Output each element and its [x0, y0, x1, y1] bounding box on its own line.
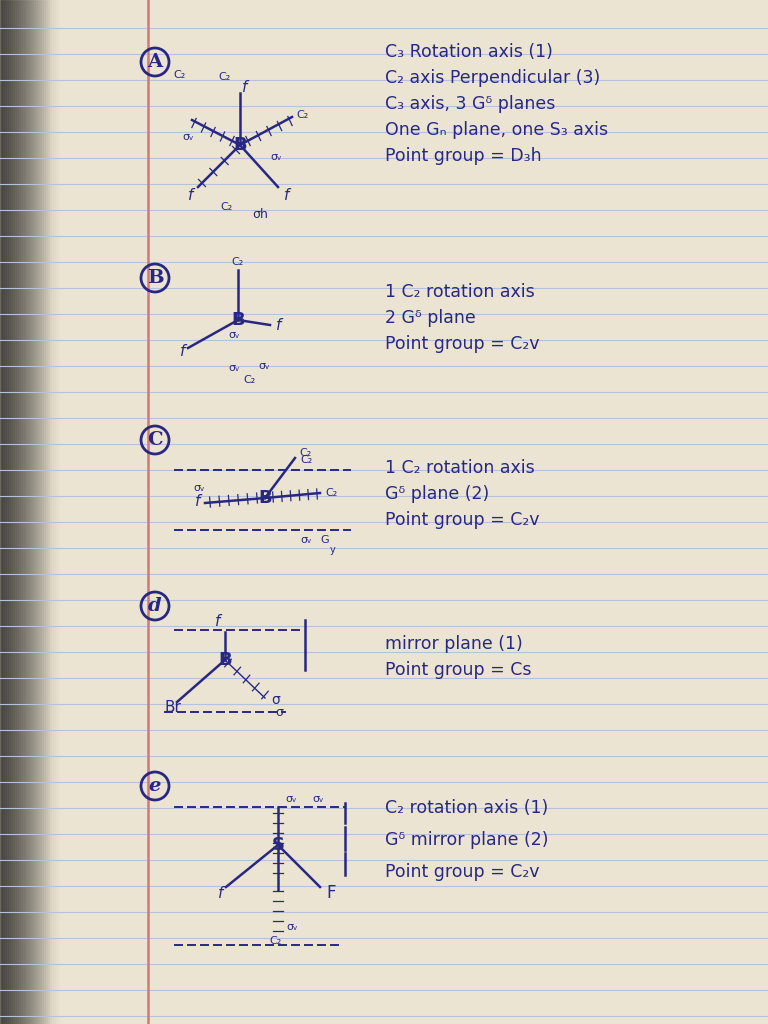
Bar — [14, 0, 16, 1024]
Bar — [24, 0, 26, 1024]
Text: σᵥ: σᵥ — [286, 922, 298, 932]
Text: C₂: C₂ — [296, 110, 308, 120]
Text: C₂: C₂ — [173, 70, 185, 80]
Bar — [32, 0, 34, 1024]
Text: B: B — [258, 489, 272, 507]
Text: y: y — [330, 545, 336, 555]
Bar — [2, 0, 4, 1024]
Text: f: f — [218, 886, 223, 900]
Text: σᵥ: σᵥ — [228, 330, 240, 340]
Text: C₂: C₂ — [243, 375, 255, 385]
Text: σ: σ — [275, 706, 283, 719]
Bar — [48, 0, 50, 1024]
Bar — [46, 0, 48, 1024]
Text: One Gₙ plane, one S₃ axis: One Gₙ plane, one S₃ axis — [385, 121, 608, 139]
Bar — [38, 0, 40, 1024]
Text: e: e — [149, 777, 161, 795]
Text: f: f — [188, 187, 194, 203]
Text: Point group = C₂v: Point group = C₂v — [385, 511, 539, 529]
Text: Point group = Cs: Point group = Cs — [385, 662, 531, 679]
Text: C₂ axis Perpendicular (3): C₂ axis Perpendicular (3) — [385, 69, 601, 87]
Text: B: B — [233, 136, 247, 154]
Text: Point group = C₂v: Point group = C₂v — [385, 863, 539, 881]
Bar — [34, 0, 36, 1024]
Text: C₃ axis, 3 Gᵟ planes: C₃ axis, 3 Gᵟ planes — [385, 95, 555, 113]
Text: σh: σh — [252, 209, 268, 221]
Bar — [40, 0, 42, 1024]
Text: C₂: C₂ — [299, 449, 311, 458]
Bar — [10, 0, 12, 1024]
Text: f: f — [242, 80, 247, 94]
Bar — [42, 0, 44, 1024]
Bar — [30, 0, 32, 1024]
Text: S: S — [272, 836, 284, 854]
Text: C: C — [147, 431, 163, 449]
Text: B: B — [147, 269, 164, 287]
Text: Point group = C₂v: Point group = C₂v — [385, 335, 539, 353]
Bar — [26, 0, 28, 1024]
Bar — [4, 0, 6, 1024]
Text: Point group = D₃h: Point group = D₃h — [385, 147, 541, 165]
Text: σᵥ: σᵥ — [193, 483, 204, 493]
Bar — [20, 0, 22, 1024]
Text: Br: Br — [165, 700, 182, 716]
Text: B: B — [231, 311, 245, 329]
Text: σ: σ — [271, 693, 280, 707]
Text: 1 C₂ rotation axis: 1 C₂ rotation axis — [385, 459, 535, 477]
Text: Gᵟ mirror plane (2): Gᵟ mirror plane (2) — [385, 831, 548, 849]
Text: B: B — [218, 651, 232, 669]
Text: f: f — [195, 494, 200, 509]
Bar — [16, 0, 18, 1024]
Text: G: G — [320, 535, 329, 545]
Text: A: A — [147, 53, 163, 71]
Text: f: f — [215, 614, 220, 630]
Text: C₂: C₂ — [220, 202, 232, 212]
Text: C₂: C₂ — [325, 488, 337, 498]
Bar — [18, 0, 20, 1024]
Text: 1 C₂ rotation axis: 1 C₂ rotation axis — [385, 283, 535, 301]
Text: σᵥ: σᵥ — [258, 361, 270, 371]
Text: C₃ Rotation axis (1): C₃ Rotation axis (1) — [385, 43, 553, 61]
Text: Gᵟ plane (2): Gᵟ plane (2) — [385, 485, 489, 503]
Bar — [6, 0, 8, 1024]
Text: C₂: C₂ — [232, 257, 244, 267]
Bar — [36, 0, 38, 1024]
Text: σᵥ: σᵥ — [182, 132, 194, 142]
Text: C₂ rotation axis (1): C₂ rotation axis (1) — [385, 799, 548, 817]
Text: σᵥ: σᵥ — [300, 535, 312, 545]
Text: σᵥ: σᵥ — [228, 362, 240, 373]
Text: C₂: C₂ — [300, 455, 313, 465]
Bar — [28, 0, 30, 1024]
Text: σᵥ: σᵥ — [285, 794, 296, 804]
Bar — [0, 0, 2, 1024]
Bar — [44, 0, 46, 1024]
Text: C₂: C₂ — [218, 72, 230, 82]
Bar — [22, 0, 24, 1024]
Text: C₂: C₂ — [270, 936, 282, 946]
Text: σᵥ: σᵥ — [270, 152, 282, 162]
Text: 2 Gᵟ plane: 2 Gᵟ plane — [385, 309, 475, 327]
Text: f: f — [284, 187, 290, 203]
Text: mirror plane (1): mirror plane (1) — [385, 635, 523, 653]
Text: f: f — [180, 344, 185, 359]
Text: σᵥ: σᵥ — [312, 794, 323, 804]
Bar — [12, 0, 14, 1024]
Text: d: d — [148, 597, 162, 615]
Bar — [8, 0, 10, 1024]
Text: f: f — [276, 317, 281, 333]
Text: F: F — [326, 884, 336, 902]
